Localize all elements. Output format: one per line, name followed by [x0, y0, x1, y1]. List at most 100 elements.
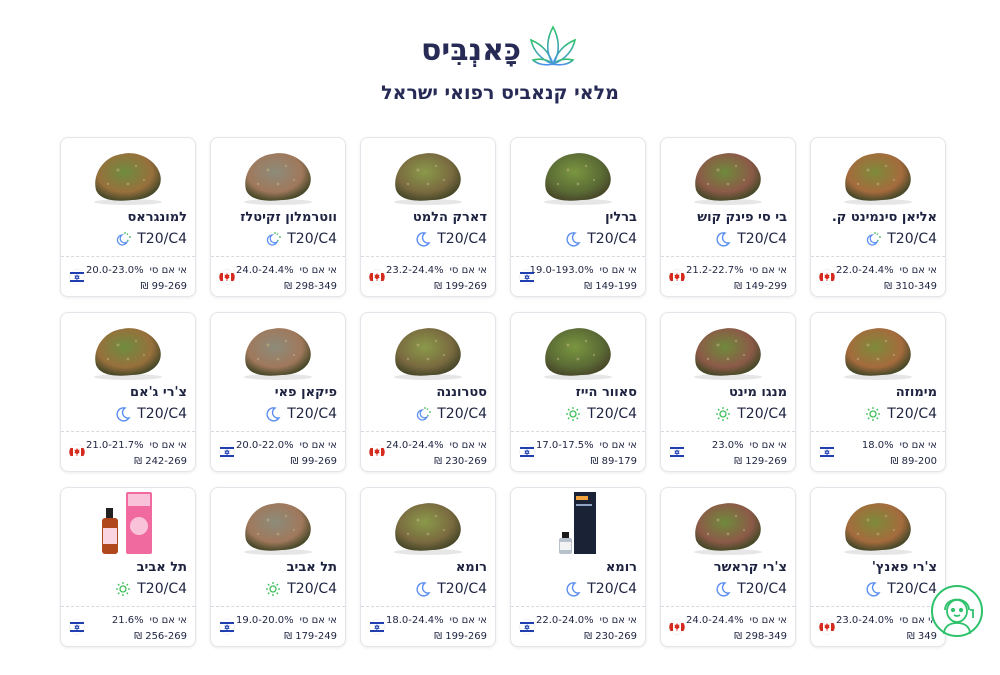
logo[interactable]: כָּאנְבִּיס	[0, 24, 1000, 76]
price-range: 242-269 ₪	[69, 454, 187, 470]
product-card[interactable]: צ'רי פאנץ' T20/C4 אי אם סי 23.0-24.0% 349 ₪	[810, 487, 946, 647]
thc-label: אי אם סי	[899, 615, 937, 626]
product-type: T20/C4	[887, 581, 937, 597]
product-details: אי אם סי24.0-24.4% 298-349 ₪	[661, 607, 795, 645]
thc-label: אי אם סי	[749, 265, 787, 276]
product-type-row: T20/C4	[811, 228, 945, 250]
sun-icon	[115, 581, 131, 597]
thc-label: אי אם סי	[599, 440, 637, 451]
product-image	[661, 488, 795, 558]
moon-icon	[565, 231, 581, 247]
assistant-avatar-icon[interactable]	[930, 584, 984, 638]
currency-symbol: ₪	[284, 281, 293, 292]
product-name: צ'רי קראשר	[713, 560, 787, 575]
hybrid-moon-sun-icon	[415, 406, 432, 422]
product-type: T20/C4	[437, 406, 487, 422]
price-value: 149-299	[745, 281, 787, 292]
israel-flag-icon	[69, 269, 85, 285]
product-card[interactable]: תל אביב T20/C4 אי אם סי19.0-20.0% 179-249 ₪	[210, 487, 346, 647]
product-type-row: T20/C4	[61, 578, 195, 600]
product-name: מימוזה	[895, 385, 937, 400]
product-type-row: T20/C4	[511, 578, 645, 600]
product-details: אי אם סי18.0-24.4% 199-269 ₪	[361, 607, 495, 645]
product-card[interactable]: מנגו מינט T20/C4 אי אם סי23.0% 129-269 ₪	[660, 312, 796, 472]
price-value: 242-269	[145, 456, 187, 467]
currency-symbol: ₪	[134, 631, 143, 642]
canada-flag-icon	[369, 269, 385, 285]
price-range: 230-269 ₪	[519, 629, 637, 645]
divider	[61, 256, 195, 257]
product-image	[211, 488, 345, 558]
divider	[811, 431, 945, 432]
thc-range: אי אם סי 18.0-24.4%	[369, 613, 487, 629]
product-type: T20/C4	[437, 231, 487, 247]
thc-value: 21.0-21.7%	[86, 440, 144, 451]
israel-flag-icon	[219, 444, 235, 460]
currency-symbol: ₪	[140, 281, 149, 292]
thc-value: 23.0-24.0%	[836, 615, 894, 626]
price-value: 230-269	[445, 456, 487, 467]
thc-label: אי אם סי	[899, 440, 937, 451]
thc-value: 23.0%	[711, 440, 744, 451]
product-type: T20/C4	[587, 231, 637, 247]
product-details: אי אם סי19.0-193.0% 149-199 ₪	[511, 257, 645, 295]
product-type-row: T20/C4	[661, 578, 795, 600]
product-type: T20/C4	[137, 581, 187, 597]
price-range: 199-269 ₪	[369, 629, 487, 645]
thc-range: אי אם סי 23.0-24.0%	[819, 613, 937, 629]
thc-value: 22.0-24.4%	[836, 265, 894, 276]
moon-icon	[265, 406, 281, 422]
product-card[interactable]: צ'רי קראשר T20/C4 אי אם סי24.0-24.4% 298-34…	[660, 487, 796, 647]
product-details: אי אם סי23.0% 129-269 ₪	[661, 432, 795, 470]
product-card[interactable]: בי סי פינק קוש T20/C4 אי אם סי21.2-22.7% 14…	[660, 137, 796, 297]
product-details: אי אם סי24.0-24.4% 230-269 ₪	[361, 432, 495, 470]
product-card[interactable]: פיקאן פאי T20/C4 אי אם סי 20.0-22.0% 99-269 …	[210, 312, 346, 472]
israel-flag-icon	[219, 619, 235, 635]
logo-text: כָּאנְבִּיס	[421, 32, 521, 68]
thc-value: 19.0-193.0%	[529, 265, 594, 276]
currency-symbol: ₪	[734, 456, 743, 467]
product-card[interactable]: צ'רי ג'אם T20/C4 אי אם סי21.0-21.7% 242-269…	[60, 312, 196, 472]
hybrid-moon-sun-icon	[265, 231, 282, 247]
product-card[interactable]: ברלין T20/C4 אי אם סי19.0-193.0% 149-199 ₪	[510, 137, 646, 297]
product-details: אי אם סי19.0-20.0% 179-249 ₪	[211, 607, 345, 645]
thc-range: אי אם סי 17.0-17.5%	[519, 438, 637, 454]
canada-flag-icon	[669, 619, 685, 635]
divider	[211, 606, 345, 607]
product-card[interactable]: סאוור הייז T20/C4 אי אם סי 17.0-17.5% 89-179…	[510, 312, 646, 472]
thc-range: אי אם סי 18.0%	[819, 438, 937, 454]
product-card[interactable]: תל אביב T20/C4 אי אם סי21.6% 256-269 ₪	[60, 487, 196, 647]
product-card[interactable]: רומא T20/C4 אי אם סי22.0-24.0% 230-269 ₪	[510, 487, 646, 647]
product-details: אי אם סי22.0-24.4% 310-349 ₪	[811, 257, 945, 295]
thc-value: 20.0-22.0%	[236, 440, 294, 451]
thc-label: אי אם סי	[299, 440, 337, 451]
product-details: אי אם סי 17.0-17.5% 89-179 ₪	[511, 432, 645, 470]
product-card[interactable]: למונגראס T20/C4 אי אם סי 20.0-23.0% 99-269 ₪	[60, 137, 196, 297]
currency-symbol: ₪	[734, 631, 743, 642]
thc-value: 24.0-24.4%	[686, 615, 744, 626]
moon-icon	[415, 231, 431, 247]
currency-symbol: ₪	[434, 281, 443, 292]
product-type: T20/C4	[737, 231, 787, 247]
product-image	[811, 138, 945, 208]
product-card[interactable]: ווטרמלון זקיטלז T20/C4 אי אם סי24.0-24.4% 2…	[210, 137, 346, 297]
price-range: 298-349 ₪	[669, 629, 787, 645]
canada-flag-icon	[369, 444, 385, 460]
product-card[interactable]: סטרוננה T20/C4 אי אם סי24.0-24.4% 230-269 ₪	[360, 312, 496, 472]
product-card[interactable]: דארק הלמט T20/C4 אי אם סי23.2-24.4% 199-269…	[360, 137, 496, 297]
canada-flag-icon	[819, 269, 835, 285]
product-image	[661, 313, 795, 383]
thc-value: 22.0-24.0%	[536, 615, 594, 626]
thc-label: אי אם סי	[599, 615, 637, 626]
product-type: T20/C4	[587, 406, 637, 422]
product-image	[211, 138, 345, 208]
product-image	[811, 488, 945, 558]
product-type: T20/C4	[737, 581, 787, 597]
product-image	[61, 138, 195, 208]
product-card[interactable]: רומא T20/C4 אי אם סי18.0-24.4% 199-269 ₪	[360, 487, 496, 647]
product-image	[61, 488, 195, 558]
product-card[interactable]: אליאן סינמינט ק. T20/C4 אי אם סי 22.0-24.4%…	[810, 137, 946, 297]
canada-flag-icon	[819, 619, 835, 635]
product-card[interactable]: מימוזה T20/C4 אי אם סי 18.0% 89-200 ₪	[810, 312, 946, 472]
thc-value: 23.2-24.4%	[386, 265, 444, 276]
